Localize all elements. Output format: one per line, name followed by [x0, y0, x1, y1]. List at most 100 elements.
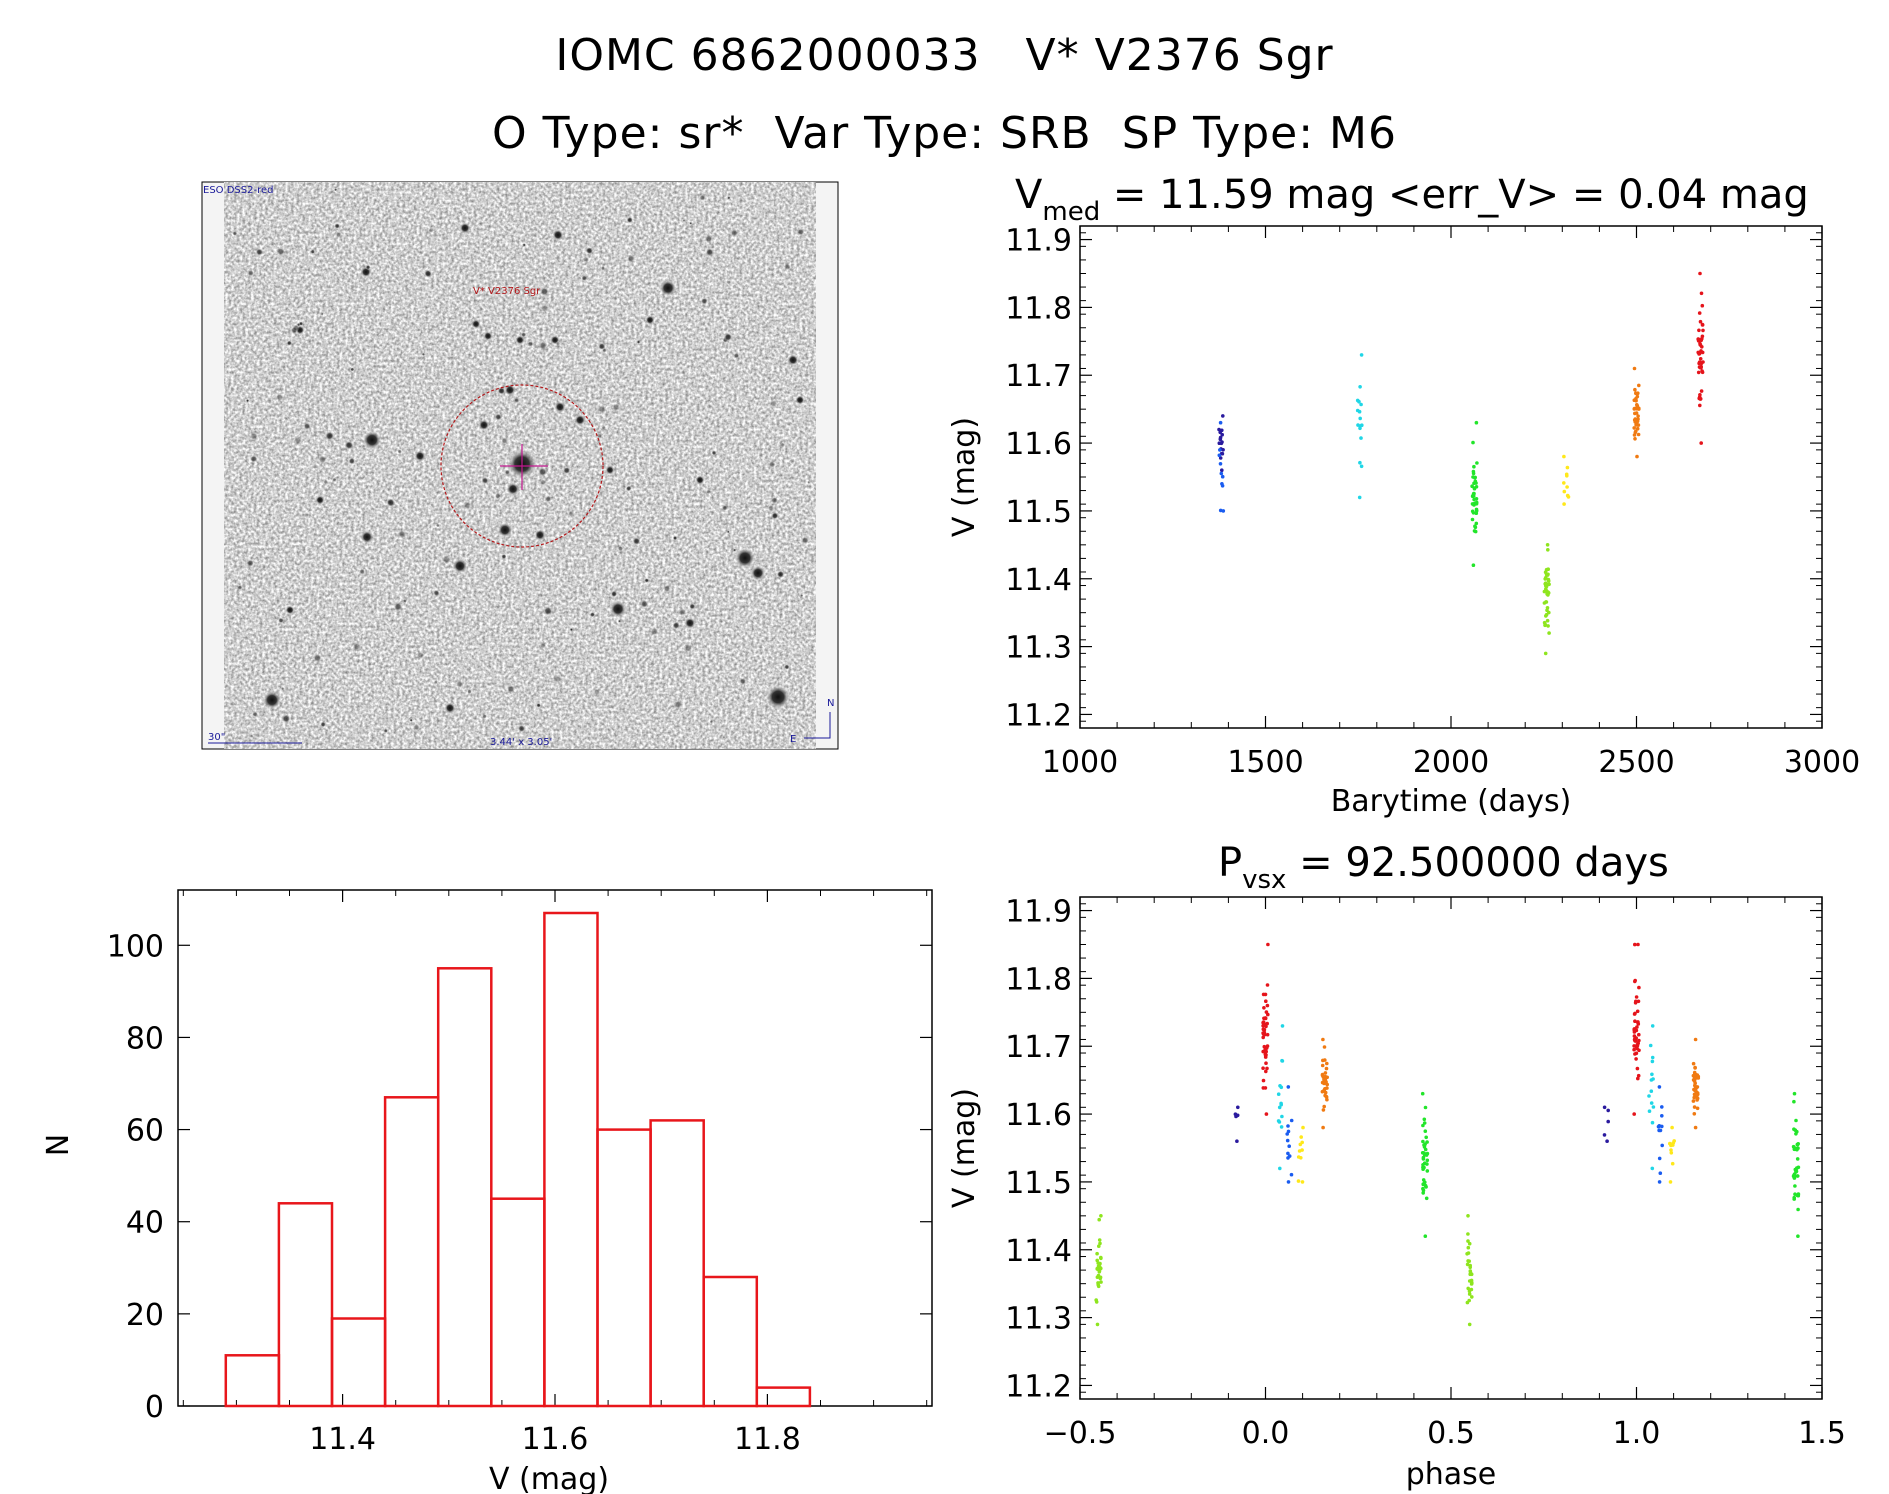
x-tick-label: 2500 — [1598, 745, 1674, 780]
star — [428, 227, 435, 234]
light-curve-xlabel: Barytime (days) — [1331, 784, 1572, 819]
star — [320, 312, 325, 316]
star — [462, 500, 473, 511]
data-point — [1467, 1241, 1472, 1246]
fov-label: 3.44' x 3.05' — [490, 737, 552, 748]
phase-curve-y-tick-labels: 11.2 11.3 11.4 11.5 11.6 11.7 11.8 11.9 — [1005, 895, 1072, 1405]
data-point — [1220, 474, 1225, 479]
histogram-bar — [224, 1354, 281, 1408]
histogram-bar — [543, 911, 599, 1408]
star — [303, 422, 311, 431]
star — [709, 719, 714, 724]
data-point — [1359, 436, 1363, 440]
data-point — [1669, 1148, 1673, 1152]
data-point — [1474, 511, 1479, 515]
data-point — [1696, 370, 1701, 375]
data-point — [1792, 1099, 1796, 1104]
star — [432, 589, 440, 597]
data-point — [1700, 337, 1704, 341]
data-point — [1700, 322, 1705, 327]
data-point — [1692, 1112, 1697, 1116]
data-point — [1423, 1105, 1428, 1110]
star — [348, 457, 356, 465]
data-point — [1694, 1086, 1698, 1091]
data-point — [1637, 407, 1641, 411]
data-point — [1470, 484, 1474, 489]
data-point — [1097, 1238, 1102, 1242]
star — [385, 497, 396, 508]
star — [317, 455, 328, 465]
data-point — [1543, 577, 1547, 581]
data-point — [1424, 1135, 1428, 1140]
star — [537, 467, 548, 477]
y-tick-label: 11.3 — [1005, 1302, 1072, 1337]
star — [506, 684, 516, 694]
data-point — [1636, 1022, 1641, 1026]
data-point — [1699, 349, 1703, 353]
data-point — [1220, 484, 1225, 488]
data-point — [1698, 365, 1703, 370]
star — [323, 479, 329, 485]
data-point — [1693, 1037, 1698, 1042]
data-point — [1095, 1251, 1099, 1256]
data-point — [1698, 319, 1703, 324]
data-point — [1472, 486, 1477, 491]
histogram-bar — [383, 1096, 440, 1408]
star — [494, 492, 502, 500]
star — [695, 475, 705, 485]
star — [441, 554, 452, 565]
star — [553, 674, 563, 684]
data-point — [1633, 418, 1638, 422]
data-point — [1637, 985, 1641, 990]
star — [567, 510, 574, 517]
phase-curve-ticks — [1079, 897, 1823, 1399]
data-point — [1099, 1214, 1103, 1218]
data-point — [1421, 1139, 1425, 1144]
star — [522, 243, 527, 247]
star — [644, 577, 650, 583]
data-point — [1466, 1251, 1471, 1255]
data-point — [1357, 495, 1362, 500]
star — [626, 216, 634, 224]
data-point — [1217, 427, 1221, 432]
data-point — [1695, 1106, 1700, 1111]
data-point — [1634, 429, 1638, 434]
data-point — [1544, 584, 1548, 588]
data-point — [1796, 1207, 1800, 1212]
x-tick-label: 11.8 — [734, 1422, 801, 1457]
figure-title: IOMC 6862000033 V* V2376 Sgr — [555, 30, 1334, 81]
data-point — [1649, 1089, 1654, 1093]
star — [538, 340, 548, 351]
data-point — [1471, 440, 1475, 445]
data-point — [1278, 1084, 1282, 1088]
data-point — [1701, 360, 1705, 364]
phase-curve-points — [1094, 942, 1801, 1327]
data-point — [1289, 1118, 1294, 1123]
object-type-line: O Type: sr* Var Type: SRB SP Type: M6 — [491, 108, 1397, 159]
data-point — [1658, 1128, 1663, 1133]
data-point — [1691, 1099, 1696, 1103]
data-point — [1466, 1286, 1470, 1291]
data-point — [1322, 1104, 1326, 1109]
data-point — [1633, 411, 1637, 416]
data-point — [1660, 1105, 1664, 1109]
data-point — [1094, 1298, 1098, 1302]
y-tick-label: 0 — [145, 1390, 164, 1425]
star — [597, 404, 607, 414]
star — [796, 228, 805, 236]
star — [554, 401, 566, 413]
data-point — [1321, 1108, 1326, 1112]
data-point — [1423, 1152, 1427, 1156]
lc-title-main: V — [1015, 172, 1043, 218]
star — [520, 331, 527, 338]
data-point — [1286, 1180, 1291, 1184]
star — [434, 679, 439, 684]
data-point — [1474, 502, 1479, 506]
data-point — [1422, 1165, 1426, 1170]
data-point — [1691, 1061, 1696, 1066]
histogram-chart: 11.4 11.6 11.8 0 20 40 60 80 100 V (mag) N — [41, 889, 933, 1494]
star — [275, 393, 284, 402]
x-tick-label: 0.0 — [1242, 1416, 1290, 1451]
data-point — [1698, 357, 1703, 361]
data-point — [1420, 1091, 1425, 1096]
